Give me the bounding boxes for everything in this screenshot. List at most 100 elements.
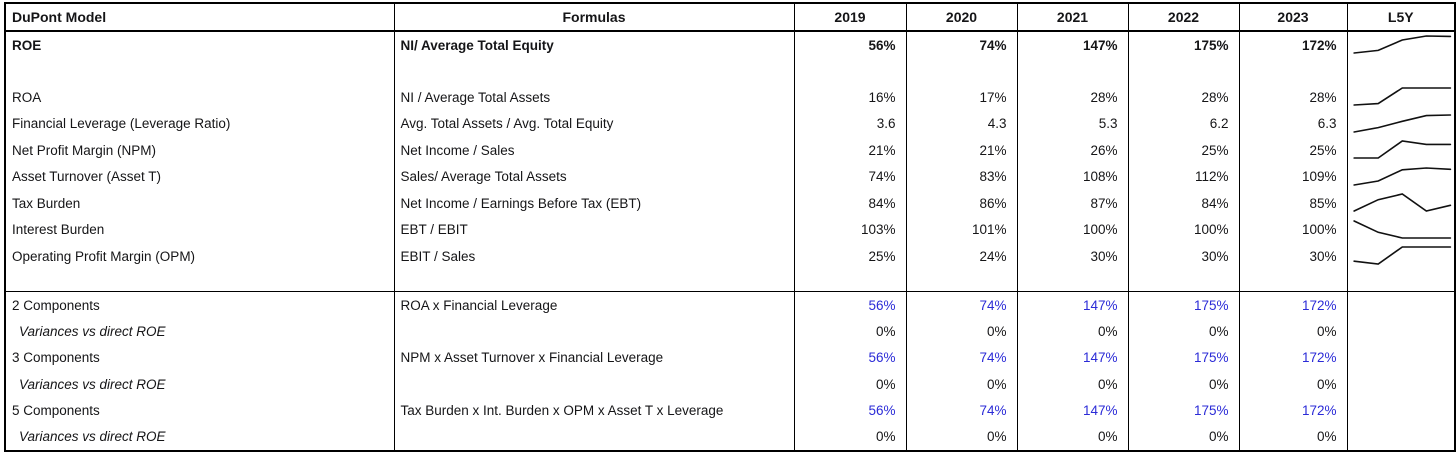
- component-label: 2 Components: [12, 297, 100, 313]
- component-value-2022: 175%: [1127, 397, 1239, 424]
- metric-value-2020: 101%: [905, 216, 1017, 243]
- metric-value-2023: 109%: [1238, 163, 1347, 190]
- component-value-2023: 172%: [1238, 344, 1347, 371]
- metric-label: Asset Turnover (Asset T): [12, 169, 162, 185]
- empty-sparkline-cell: [1346, 397, 1455, 424]
- sparkline: [1352, 219, 1451, 239]
- metric-label: Operating Profit Margin (OPM): [12, 248, 196, 264]
- metric-value-2022: 84%: [1127, 190, 1239, 217]
- empty-sparkline-cell: [1346, 371, 1455, 398]
- metric-value-2021: 28%: [1016, 84, 1128, 111]
- col-header-dupont-model: DuPont Model: [5, 3, 394, 32]
- empty-sparkline-cell: [1346, 291, 1455, 318]
- component-value-2020: 0%: [905, 424, 1017, 451]
- metric-value-2019: 103%: [793, 216, 906, 243]
- metric-label: Financial Leverage (Leverage Ratio): [12, 116, 231, 132]
- component-formula: [393, 318, 794, 345]
- component-label: 5 Components: [12, 403, 100, 419]
- metric-row: Financial Leverage (Leverage Ratio) Avg. …: [5, 110, 1455, 137]
- metric-row: Interest Burden EBT / EBIT 103% 101% 100% 100…: [5, 216, 1455, 243]
- metric-row: Net Profit Margin (NPM) Net Income / Sale…: [5, 137, 1455, 164]
- spacer-row: [5, 58, 1455, 84]
- component-value-2023: 0%: [1238, 318, 1347, 345]
- empty-cell: [1127, 269, 1239, 292]
- empty-cell: [1127, 58, 1239, 84]
- header-row: DuPont Model Formulas 2019 2020 2021 202…: [5, 3, 1455, 32]
- metric-label: Interest Burden: [12, 222, 105, 238]
- component-label: Variances vs direct ROE: [19, 429, 166, 445]
- metric-value-2021: 30%: [1016, 243, 1128, 270]
- component-value-2019: 56%: [793, 397, 906, 424]
- metric-formula: Net Income / Sales: [393, 137, 794, 164]
- metric-row: Operating Profit Margin (OPM) EBIT / Sale…: [5, 243, 1455, 270]
- metric-row: Tax Burden Net Income / Earnings Before T…: [5, 190, 1455, 217]
- metric-value-2020: 4.3: [905, 110, 1017, 137]
- component-formula: [393, 424, 794, 451]
- component-value-2019: 0%: [793, 318, 906, 345]
- component-value-2019: 0%: [793, 424, 906, 451]
- empty-cell: [393, 269, 794, 292]
- empty-cell: [1346, 58, 1455, 84]
- metric-value-2020: 21%: [905, 137, 1017, 164]
- metric-value-2021: 108%: [1016, 163, 1128, 190]
- component-value-2020: 74%: [905, 344, 1017, 371]
- empty-sparkline-cell: [1346, 424, 1455, 451]
- empty-cell: [1016, 269, 1128, 292]
- col-header-year-2023: 2023: [1238, 3, 1347, 32]
- metric-value-2020: 17%: [905, 84, 1017, 111]
- component-value-2023: 172%: [1238, 397, 1347, 424]
- col-header-formulas: Formulas: [393, 3, 794, 32]
- metric-value-2019: 56%: [793, 31, 906, 58]
- metric-value-2023: 6.3: [1238, 110, 1347, 137]
- component-row: Variances vs direct ROE 0% 0% 0% 0% 0%: [5, 371, 1455, 398]
- metric-value-2022: 175%: [1127, 31, 1239, 58]
- component-value-2022: 0%: [1127, 371, 1239, 398]
- metric-label: Net Profit Margin (NPM): [12, 142, 157, 158]
- metric-value-2019: 74%: [793, 163, 906, 190]
- sparkline-cell: [1346, 163, 1455, 190]
- metric-row: ROE NI/ Average Total Equity 56% 74% 147% 175…: [5, 31, 1455, 58]
- metric-value-2023: 100%: [1238, 216, 1347, 243]
- sparkline-cell: [1346, 31, 1455, 58]
- metric-value-2020: 24%: [905, 243, 1017, 270]
- components-section: 2 Components ROA x Financial Leverage 56% 7…: [5, 291, 1455, 451]
- metric-formula: Net Income / Earnings Before Tax (EBT): [393, 190, 794, 217]
- metric-formula: Sales/ Average Total Assets: [393, 163, 794, 190]
- empty-sparkline-cell: [1346, 318, 1455, 345]
- component-row: Variances vs direct ROE 0% 0% 0% 0% 0%: [5, 318, 1455, 345]
- empty-cell: [1016, 58, 1128, 84]
- sparkline-cell: [1346, 190, 1455, 217]
- component-label: Variances vs direct ROE: [19, 376, 166, 392]
- empty-cell: [1238, 269, 1347, 292]
- col-header-l5y: L5Y: [1346, 3, 1455, 32]
- empty-cell: [5, 269, 394, 292]
- sparkline: [1352, 87, 1451, 107]
- component-row: 5 Components Tax Burden x Int. Burden x O…: [5, 397, 1455, 424]
- empty-sparkline-cell: [1346, 344, 1455, 371]
- metric-value-2021: 5.3: [1016, 110, 1128, 137]
- component-value-2021: 147%: [1016, 291, 1128, 318]
- metric-value-2022: 112%: [1127, 163, 1239, 190]
- component-value-2022: 0%: [1127, 318, 1239, 345]
- component-value-2023: 0%: [1238, 424, 1347, 451]
- metric-value-2020: 83%: [905, 163, 1017, 190]
- metric-formula: EBIT / Sales: [393, 243, 794, 270]
- component-formula: [393, 371, 794, 398]
- col-header-year-2019: 2019: [793, 3, 906, 32]
- empty-cell: [793, 58, 906, 84]
- sparkline: [1352, 246, 1451, 266]
- empty-cell: [905, 58, 1017, 84]
- metric-value-2019: 84%: [793, 190, 906, 217]
- component-value-2022: 175%: [1127, 344, 1239, 371]
- component-value-2021: 147%: [1016, 344, 1128, 371]
- col-header-year-2020: 2020: [905, 3, 1017, 32]
- section-separator-row: [5, 269, 1455, 292]
- metric-value-2023: 85%: [1238, 190, 1347, 217]
- sparkline: [1352, 35, 1451, 54]
- component-value-2022: 0%: [1127, 424, 1239, 451]
- sparkline: [1352, 140, 1451, 160]
- metric-value-2022: 25%: [1127, 137, 1239, 164]
- metric-label: ROE: [12, 37, 42, 53]
- sparkline-cell: [1346, 110, 1455, 137]
